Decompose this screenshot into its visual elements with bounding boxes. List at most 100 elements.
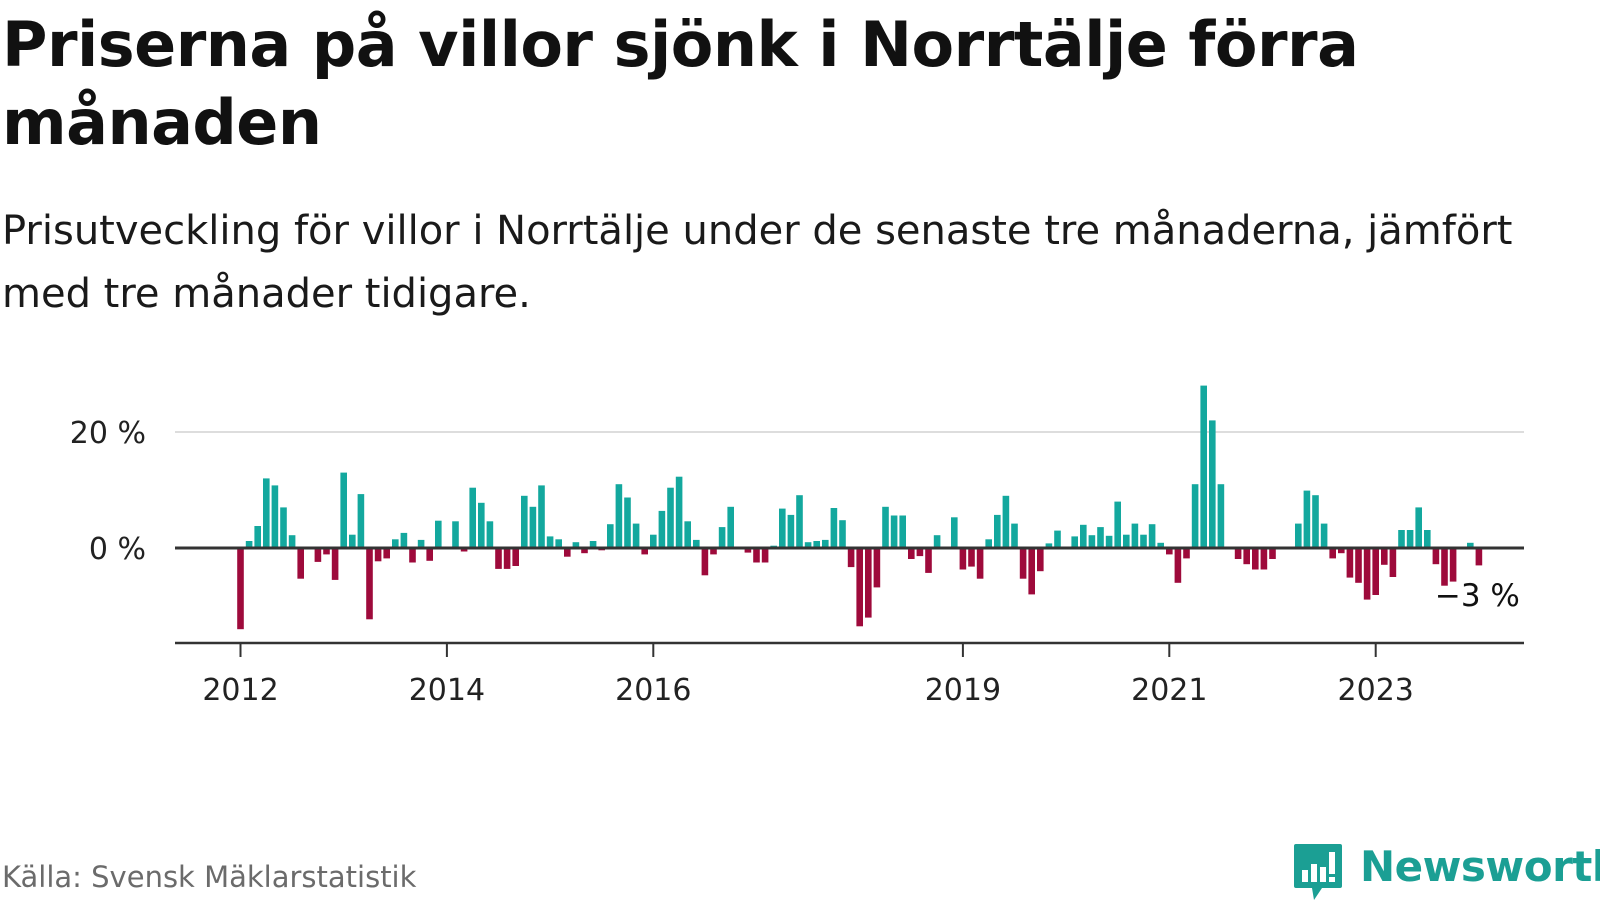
- bar: [1320, 523, 1328, 548]
- bar: [529, 506, 537, 548]
- bar: [486, 521, 494, 548]
- bar: [1209, 420, 1216, 548]
- bar: [512, 548, 519, 566]
- x-tick-label: 2019: [925, 673, 1001, 708]
- bar: [1028, 548, 1035, 595]
- bar: [1183, 548, 1190, 559]
- bar: [976, 548, 984, 579]
- bar: [400, 532, 408, 548]
- bar: [1037, 548, 1044, 572]
- last-value-label: −3 %: [1435, 578, 1520, 614]
- bar: [1449, 548, 1457, 582]
- bar: [822, 539, 829, 548]
- bar: [865, 548, 872, 618]
- bar: [1191, 484, 1199, 548]
- bar: [297, 548, 304, 579]
- bar: [460, 548, 468, 552]
- bar: [555, 539, 562, 548]
- bar: [1372, 548, 1379, 595]
- bar: [1217, 484, 1225, 548]
- bar: [254, 526, 261, 548]
- bar: [727, 506, 734, 548]
- bar: [1174, 548, 1182, 583]
- bar: [624, 497, 631, 548]
- bars: [237, 385, 1483, 630]
- bar: [1166, 548, 1173, 555]
- bar: [538, 485, 545, 548]
- bar: [1424, 530, 1431, 548]
- bar: [1269, 548, 1276, 559]
- bar: [916, 548, 924, 557]
- bar: [693, 539, 700, 548]
- bar: [349, 534, 356, 548]
- bar: [1123, 534, 1130, 548]
- bar: [1467, 542, 1474, 548]
- bar: [925, 548, 932, 573]
- bar: [1329, 548, 1336, 559]
- bar: [503, 548, 511, 569]
- bar: [1054, 530, 1061, 548]
- bar: [684, 521, 691, 548]
- bar: [271, 485, 279, 548]
- bar: [632, 523, 640, 548]
- bar: [1200, 385, 1207, 548]
- bar: [1234, 548, 1242, 559]
- bar: [546, 536, 554, 548]
- bar: [288, 535, 296, 548]
- bar: [314, 548, 322, 562]
- bar: [1148, 524, 1156, 548]
- brand-name: Newsworthy: [1360, 842, 1600, 891]
- bar: [667, 487, 674, 548]
- bar: [933, 535, 941, 548]
- bar: [1355, 548, 1362, 583]
- bar: [873, 548, 881, 588]
- bar: [804, 542, 812, 548]
- bar: [1105, 535, 1113, 548]
- bar: [951, 517, 958, 548]
- page-title: Priserna på villor sjönk i Norrtälje för…: [2, 8, 1359, 159]
- bar: [959, 548, 967, 570]
- bar: [409, 548, 416, 563]
- bar: [753, 548, 760, 563]
- bar: [658, 510, 666, 548]
- bar: [641, 548, 648, 555]
- bar: [478, 502, 485, 548]
- bar: [1131, 523, 1139, 548]
- x-tick-label: 2014: [409, 673, 485, 708]
- bar: [1406, 530, 1414, 548]
- bar: [839, 520, 846, 548]
- bar: [994, 514, 1001, 548]
- bar: [813, 541, 820, 548]
- bar: [1389, 548, 1397, 577]
- bar: [761, 548, 769, 563]
- bar: [830, 508, 838, 548]
- y-tick-label: 20 %: [70, 416, 146, 451]
- bar: [1346, 548, 1354, 578]
- bar: [779, 508, 786, 548]
- bar: [1157, 542, 1164, 548]
- bar: [331, 548, 339, 580]
- bar: [796, 495, 803, 548]
- bar: [1475, 548, 1483, 566]
- annotations: −3 %: [1435, 578, 1520, 614]
- bar: [374, 548, 382, 562]
- bar: [1252, 548, 1259, 570]
- bar: [1312, 495, 1319, 548]
- bar: [521, 495, 528, 548]
- bar: [675, 476, 683, 548]
- bar: [357, 494, 365, 548]
- bar: [495, 548, 502, 569]
- bar: [899, 515, 906, 548]
- bar: [787, 514, 795, 548]
- bar: [847, 548, 855, 568]
- bar: [417, 539, 425, 548]
- bar: [581, 548, 588, 554]
- bar: [718, 527, 726, 548]
- bar: [1260, 548, 1268, 570]
- bar: [1071, 536, 1078, 548]
- bar: [245, 541, 253, 548]
- bar: [426, 548, 433, 561]
- bar: [1381, 548, 1388, 565]
- bar: [589, 541, 597, 548]
- bar: [572, 542, 580, 548]
